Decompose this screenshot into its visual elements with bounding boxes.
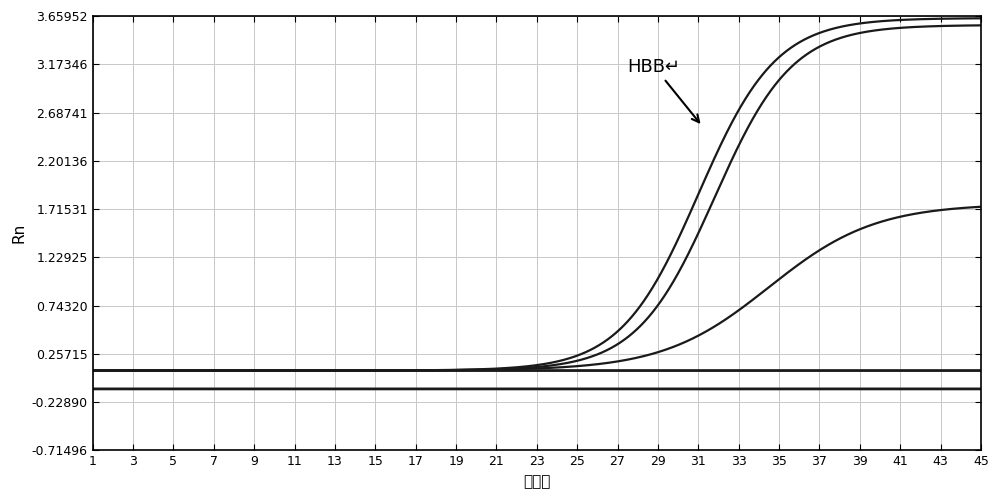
X-axis label: 循环数: 循环数 [523, 474, 550, 489]
Text: HBB↵: HBB↵ [628, 58, 699, 122]
Y-axis label: Rn: Rn [11, 223, 26, 244]
